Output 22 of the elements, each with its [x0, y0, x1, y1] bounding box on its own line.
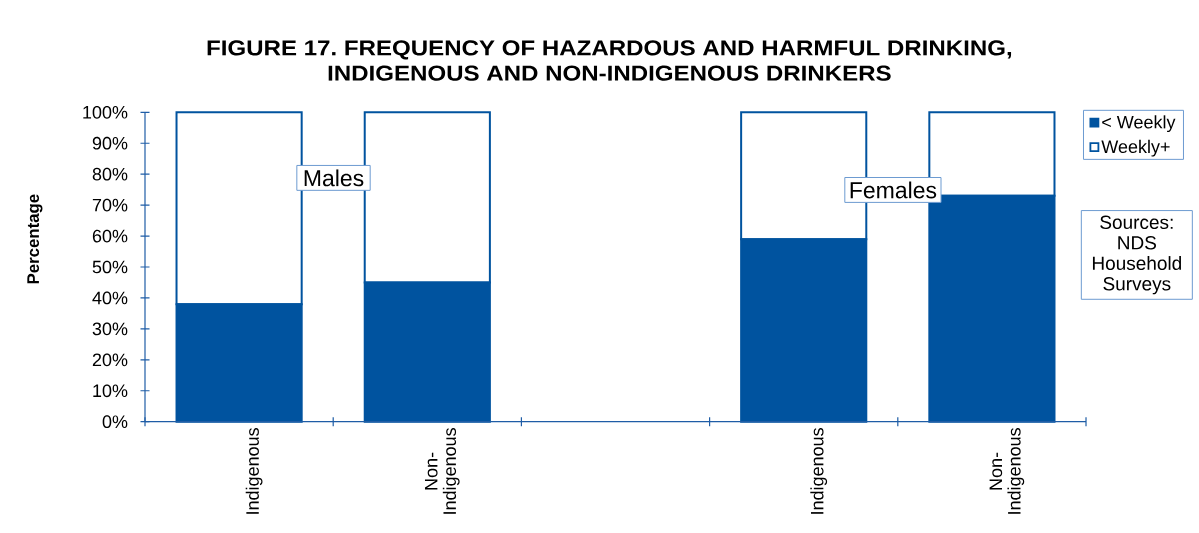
annotation: Females	[850, 181, 937, 199]
y-tick-label: 50%	[92, 260, 128, 274]
y-axis-title: Percentage	[27, 194, 43, 284]
y-tick-label: 60%	[92, 229, 128, 243]
source-note: Sources: NDS Household Surveys	[1092, 215, 1181, 295]
y-tick-label: 90%	[92, 136, 128, 150]
y-tick-label: 0%	[102, 415, 128, 429]
legend-label: Weekly+	[1101, 139, 1170, 157]
x-tick-label: Non-Indigenous	[989, 428, 1025, 514]
legend-label: < Weekly	[1102, 115, 1176, 133]
y-tick-label: 40%	[92, 291, 128, 305]
y-tick-label: 80%	[92, 167, 128, 181]
annotation: Males	[304, 169, 364, 187]
x-tick-label: Indigenous	[245, 428, 263, 514]
y-tick-label: 70%	[92, 198, 128, 212]
x-tick-label: Non-Indigenous	[424, 428, 460, 514]
y-tick-label: 10%	[93, 384, 128, 398]
y-tick-label: 30%	[92, 322, 128, 336]
chart-title: FIGURE 17. FREQUENCY OF HAZARDOUS AND HARMFUL DRINKING, INDIGENOUS AND NON-INDIGENOUS DRINKERS	[207, 40, 1012, 81]
y-tick-label: 20%	[92, 353, 128, 367]
y-tick-label: 100%	[83, 105, 128, 119]
x-tick-label: Indigenous	[810, 428, 828, 514]
